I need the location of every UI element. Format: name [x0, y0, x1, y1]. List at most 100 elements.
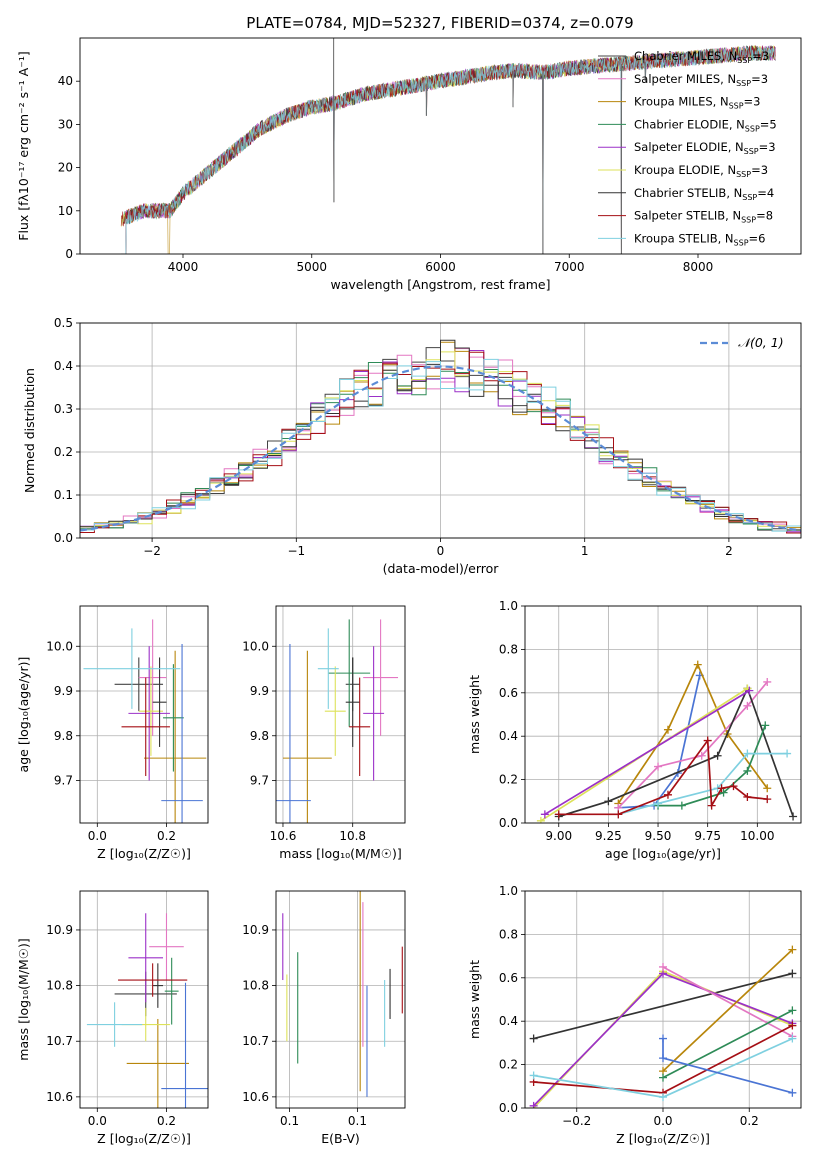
y-tick-label: 0.2	[54, 445, 73, 459]
y-axis-label: mass weight	[467, 960, 482, 1039]
axes-frame	[79, 322, 802, 539]
weight-marker	[788, 1006, 797, 1015]
y-tick-label: 9.7	[54, 773, 73, 787]
weight-marker	[745, 686, 754, 695]
y-tick-label: 10	[58, 204, 73, 218]
weight-marker	[604, 797, 613, 806]
y-axis-label: Normed distribution	[22, 368, 37, 493]
axes-frame	[79, 605, 209, 824]
y-tick-label: 0.0	[54, 531, 73, 545]
axes-mass-vs-Z: 0.0 0.2 10.6 10.7 10.8 10.9 Z [log₁₀(Z/Z☉)] mas…	[16, 890, 209, 1146]
plot-area-spectrum	[120, 38, 776, 254]
weight-marker	[788, 945, 797, 954]
weight-marker	[536, 816, 545, 823]
y-tick-label: 0.4	[499, 729, 518, 743]
x-tick-label: 9.75	[694, 829, 721, 843]
weight-marker	[789, 812, 798, 821]
weight-marker	[763, 677, 772, 686]
gaussian-curve	[80, 365, 801, 532]
legend-entry: Chabrier MILES, NSSP=3	[634, 49, 769, 65]
y-tick-label: 40	[58, 74, 73, 88]
x-tick-label: 0.2	[157, 1114, 176, 1128]
legend-entry: Salpeter ELODIE, NSSP=3	[634, 140, 776, 156]
weight-marker	[677, 801, 686, 810]
y-axis-label: mass [log₁₀(M/M☉)]	[16, 938, 31, 1060]
legend-entry: Chabrier ELODIE, NSSP=5	[634, 117, 777, 133]
legend-entry: Kroupa MILES, NSSP=3	[634, 95, 761, 111]
x-tick-label: 10.00	[740, 829, 774, 843]
y-tick-label: 0.6	[499, 971, 518, 985]
weight-line	[544, 689, 750, 816]
spectrum-line	[121, 46, 776, 254]
weight-marker	[763, 795, 772, 804]
plot-area-age-vs-mass	[276, 619, 399, 823]
weight-marker	[763, 784, 772, 793]
weight-marker	[554, 810, 563, 819]
weight-marker	[703, 736, 712, 745]
weight-marker	[529, 1071, 538, 1080]
weight-marker	[788, 1088, 797, 1097]
y-tick-label: 0.0	[499, 1101, 518, 1115]
y-axis-label: Flux [fλ10⁻¹⁷ erg cm⁻² s⁻¹ A⁻¹]	[16, 51, 31, 240]
axes-frame	[524, 890, 802, 1109]
axes-frame	[275, 890, 406, 1109]
axes-residuals: −2 −1 0 1 2 0.0 0.1 0.2 0.3 0.4 0.5 (data-model)/er…	[22, 316, 802, 576]
x-tick-label: 1	[581, 544, 589, 558]
x-tick-label: 0.2	[157, 829, 176, 843]
x-tick-label: 9.50	[645, 829, 672, 843]
figure-title: PLATE=0784, MJD=52327, FIBERID=0374, z=0…	[246, 14, 633, 32]
plot-area-age-vs-Z	[83, 619, 207, 823]
weight-marker	[743, 701, 752, 710]
y-tick-label: 0.4	[54, 359, 73, 373]
x-axis-label: Z [log₁₀(Z/Z☉)]	[616, 1131, 710, 1146]
legend-entry: Salpeter STELIB, NSSP=8	[634, 209, 773, 225]
y-tick-label: 10.6	[46, 1090, 73, 1104]
weight-marker	[659, 1073, 667, 1082]
plot-area-mass-vs-ebv	[282, 891, 403, 1097]
weight-marker	[729, 782, 738, 791]
axes-frame	[275, 605, 406, 824]
y-tick-label: 1.0	[499, 884, 518, 898]
x-tick-label: 10.6	[270, 829, 297, 843]
x-tick-label: 0.0	[88, 1114, 107, 1128]
y-tick-label: 10.0	[46, 639, 73, 653]
weight-marker	[659, 1054, 667, 1063]
weight-line	[662, 1009, 793, 1079]
weight-marker	[788, 969, 797, 978]
axes-weight-vs-age: 9.00 9.25 9.50 9.75 10.00 0.0 0.2 0.4 0.6 0.8 1.0 a…	[467, 599, 802, 861]
y-tick-label: 9.9	[250, 684, 269, 698]
weight-marker	[659, 1093, 667, 1102]
spectrum-line	[120, 45, 776, 254]
weight-line	[662, 966, 793, 1038]
x-axis-label: (data-model)/error	[383, 561, 500, 576]
y-tick-label: 0.5	[54, 316, 73, 330]
x-tick-label: 4000	[168, 260, 199, 274]
legend-entry: Salpeter MILES, NSSP=3	[634, 72, 768, 88]
x-tick-label: −2	[143, 544, 161, 558]
axes-frame	[79, 37, 802, 255]
y-tick-label: 30	[58, 117, 73, 131]
x-tick-label: −1	[287, 544, 305, 558]
weight-marker	[654, 799, 663, 808]
weight-marker	[663, 725, 672, 734]
y-tick-label: 10.9	[242, 923, 269, 937]
x-tick-label: 5000	[296, 260, 327, 274]
y-tick-label: 0.8	[499, 927, 518, 941]
x-tick-label: −0.2	[562, 1114, 591, 1128]
x-tick-label: 2	[725, 544, 733, 558]
axes-frame	[79, 890, 209, 1109]
y-tick-label: 0.0	[499, 816, 518, 830]
x-tick-label: 9.25	[595, 829, 622, 843]
weight-marker	[540, 810, 549, 819]
y-tick-label: 0.3	[54, 402, 73, 416]
y-tick-label: 20	[58, 161, 73, 175]
weight-marker	[783, 749, 792, 758]
x-tick-label: 0.0	[88, 829, 107, 843]
y-tick-label: 10.7	[242, 1034, 269, 1048]
y-tick-label: 10.6	[242, 1090, 269, 1104]
weight-line	[617, 681, 768, 809]
plot-area-mass-vs-Z	[86, 913, 208, 1108]
weight-marker	[659, 962, 667, 971]
y-tick-label: 10.9	[46, 923, 73, 937]
